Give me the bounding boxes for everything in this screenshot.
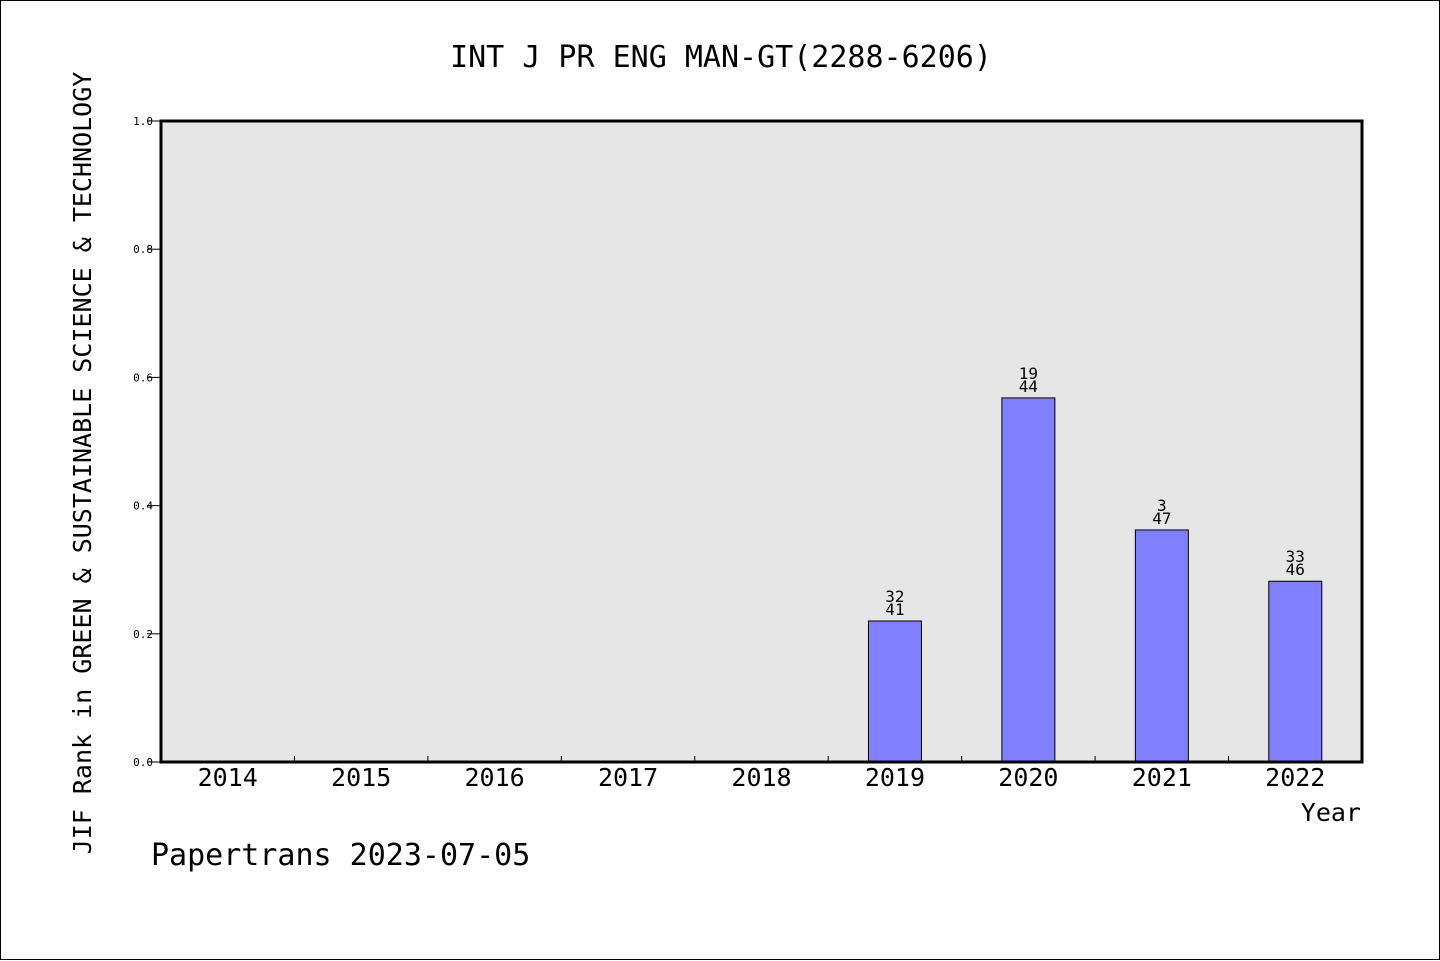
bar xyxy=(867,620,922,763)
x-tick-label: 2017 xyxy=(598,763,658,792)
bar-rank-label: 32 xyxy=(885,587,904,606)
x-tick-label: 2022 xyxy=(1265,763,1325,792)
bar-rank-label: 3 xyxy=(1157,496,1167,515)
y-tick-label: 0.0 xyxy=(133,756,153,769)
bar-total-label: 41 xyxy=(885,600,904,619)
x-tick-label: 2015 xyxy=(331,763,391,792)
x-tick-label: 2016 xyxy=(465,763,525,792)
bar-total-label: 47 xyxy=(1152,509,1171,528)
x-tick-label: 2020 xyxy=(998,763,1058,792)
x-tick-label: 2019 xyxy=(865,763,925,792)
y-tick-label: 0.4 xyxy=(133,500,153,513)
plot-border xyxy=(159,119,1364,764)
bar-rank-label: 19 xyxy=(1019,364,1038,383)
y-tick-label: 1.0 xyxy=(133,115,153,128)
y-tick-label: 0.6 xyxy=(133,371,153,384)
y-tick-label: 0.2 xyxy=(133,628,153,641)
chart-title: INT J PR ENG MAN-GT(2288-6206) xyxy=(450,40,992,75)
bar-rank-label: 33 xyxy=(1286,547,1305,566)
bar xyxy=(1134,529,1189,763)
ticks-group: 2014 2015 2016 2017 2018 2019 2020 2021 2022 0.0 0… xyxy=(133,115,1325,792)
bar-total-label: 46 xyxy=(1286,560,1305,579)
y-tick-label: 0.8 xyxy=(133,243,153,256)
bar-total-label: 44 xyxy=(1019,377,1038,396)
bar xyxy=(1001,397,1056,763)
x-tick-label: 2018 xyxy=(731,763,791,792)
bar xyxy=(1268,580,1323,763)
x-axis-label: Year xyxy=(1301,798,1361,827)
y-axis-label: JIF Rank in GREEN & SUSTAINABLE SCIENCE … xyxy=(68,72,97,855)
x-tick-label: 2021 xyxy=(1132,763,1192,792)
x-tick-label: 2014 xyxy=(198,763,258,792)
footer-credit: Papertrans 2023-07-05 xyxy=(151,838,530,873)
